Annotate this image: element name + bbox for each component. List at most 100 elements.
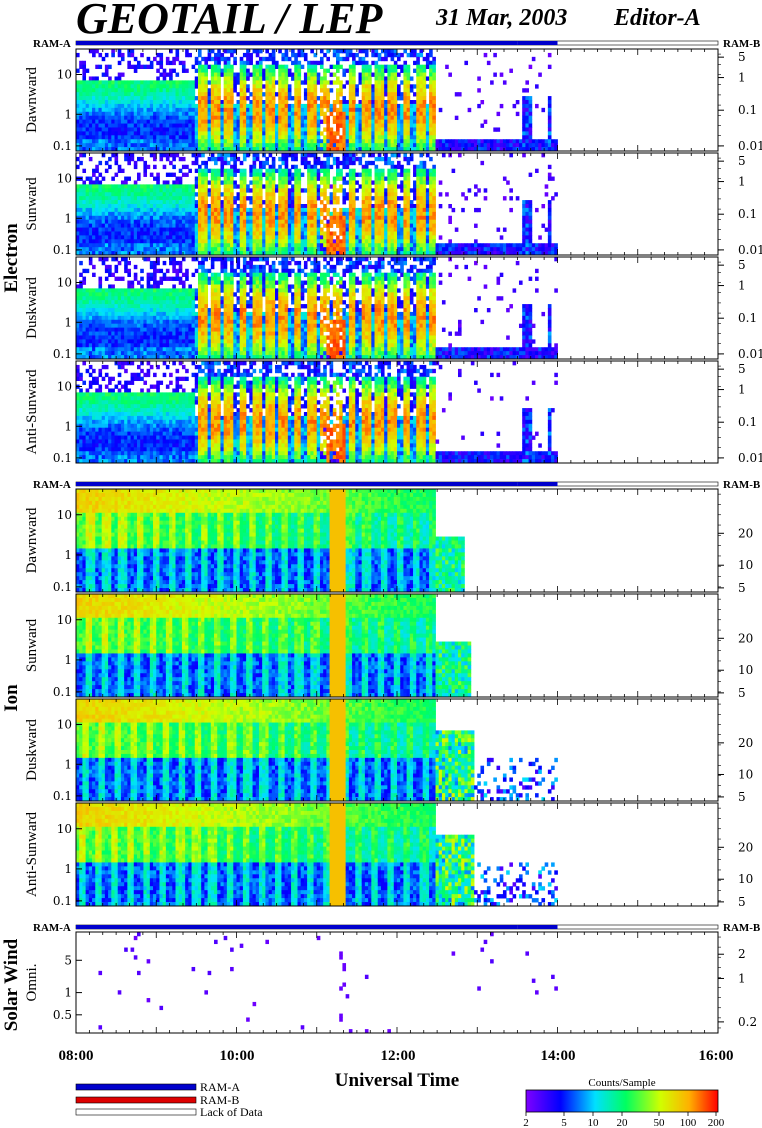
spectrogram-cell [271,72,276,77]
spectrogram-cell [329,127,334,132]
spectrogram-cell [419,204,424,209]
spectrogram-cell [348,219,353,225]
spectrogram-cell [117,123,122,128]
spectrogram-cell [197,251,202,256]
spectrogram-cell [541,143,546,148]
spectrogram-cell [120,139,125,144]
spectrogram-cell [416,207,420,213]
spectrogram-cell [162,100,167,105]
spectrogram-cell [230,80,234,85]
spectrogram-cell [329,184,334,189]
spectrogram-cell [374,196,379,201]
spectrogram-cell [249,135,253,140]
spectrogram-cell [390,235,395,240]
spectrogram-cell [406,188,411,193]
spectrogram-cell [265,188,269,193]
spectrogram-cell [416,119,420,124]
spectrogram-cell [429,92,433,97]
spectrogram-cell [374,100,379,105]
spectrogram-cell [191,192,196,197]
spectrogram-cell [159,207,164,213]
spectrogram-cell [438,143,443,148]
spectrogram-cell [287,188,292,193]
spectrogram-cell [194,68,199,73]
spectrogram-cell [323,176,327,181]
spectrogram-cell [316,127,321,132]
spectrogram-cell [197,131,202,136]
spectrogram-cell [156,96,160,101]
spectrogram-cell [345,196,350,201]
spectrogram-cell [153,227,157,232]
spectrogram-cell [429,84,433,89]
spectrogram-cell [397,139,401,144]
spectrogram-cell [104,219,109,225]
spectrogram-cell [114,103,119,109]
spectrogram-cell [393,123,398,128]
spectrogram-cell [413,119,417,124]
spectrogram-cell [429,176,433,181]
spectrogram-cell [133,196,138,201]
spectrogram-cell [233,247,237,252]
spectrogram-cell [249,115,253,121]
spectrogram-cell [278,247,282,252]
spectrogram-cell [191,239,196,244]
spectrogram-cell [194,204,199,209]
spectrogram-cell [342,103,347,109]
spectrogram-cell [127,92,131,97]
spectrogram-cell [300,147,305,152]
spectrogram-cell [217,100,221,105]
spectrogram-cell [348,115,353,121]
spectrogram-cell [156,84,160,89]
spectrogram-cell [214,176,218,181]
spectrogram-cell [143,139,148,144]
spectrogram-cell [239,196,244,201]
spectrogram-cell [262,243,266,248]
spectrogram-cell [336,160,340,166]
spectrogram-cell [297,64,302,70]
spectrogram-cell [400,147,404,152]
spectrogram-cell [278,223,282,228]
spectrogram-cell [188,227,192,232]
spectrogram-cell [210,64,215,70]
spectrogram-cell [255,176,260,181]
spectrogram-cell [397,84,401,89]
spectrogram-cell [323,100,327,105]
spectrogram-cell [528,131,533,136]
spectrogram-cell [194,135,199,140]
spectrogram-cell [146,143,151,148]
spectrogram-cell [239,92,244,97]
spectrogram-cell [146,103,151,109]
spectrogram-cell [313,80,318,85]
spectrogram-cell [149,215,154,221]
spectrogram-cell [329,72,334,77]
spectrogram-cell [393,88,398,93]
spectrogram-cell [76,107,80,113]
spectrogram-cell [242,88,247,93]
spectrogram-cell [393,172,398,177]
spectrogram-cell [114,143,119,148]
spectrogram-cell [287,168,292,174]
spectrogram-cell [258,88,263,93]
spectrogram-cell [127,123,131,128]
spectrogram-cell [82,168,87,174]
spectrogram-cell [226,139,231,144]
spectrogram-cell [336,188,340,193]
spectrogram-cell [207,135,212,140]
spectrogram-cell [422,68,427,73]
spectrogram-cell [146,243,151,248]
spectrogram-cell [111,211,115,217]
spectrogram-cell [393,219,398,225]
spectrogram-cell [377,111,382,117]
spectrogram-cell [393,231,398,236]
spectrogram-cell [332,196,337,201]
spectrogram-cell [483,147,488,152]
spectrogram-cell [130,192,135,197]
spectrogram-cell [284,239,289,244]
spectrogram-cell [101,56,106,62]
spectrogram-cell [136,80,141,85]
spectrogram-cell [207,227,212,232]
spectrogram-cell [271,176,276,181]
spectrogram-cell [297,180,302,185]
spectrogram-cell [201,84,205,89]
spectrogram-cell [319,160,324,166]
